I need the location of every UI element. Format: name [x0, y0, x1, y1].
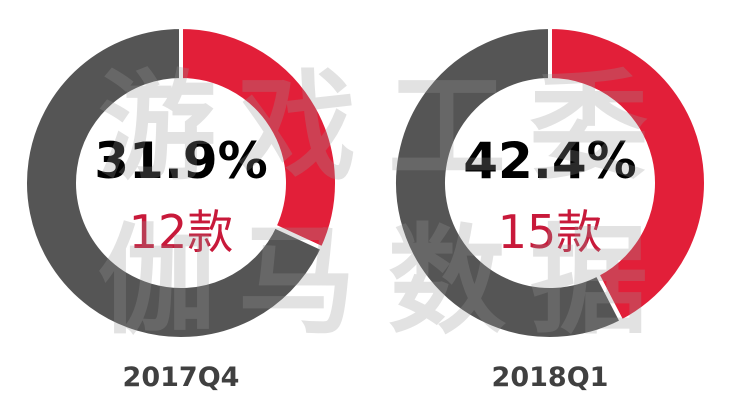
donut-slice-2017Q4-remainder — [23, 24, 326, 341]
donut-chart-2017q4: 31.9% 12款 2017Q4 — [23, 24, 339, 393]
period-label-2018q1: 2018Q1 — [492, 362, 609, 393]
donut-slice-2018Q1-highlight — [548, 24, 708, 325]
count-label-2018q1: 15款 — [498, 205, 603, 259]
period-label-2017q4: 2017Q4 — [123, 362, 240, 393]
count-label-2017q4: 12款 — [129, 205, 234, 259]
percent-label-2017q4: 31.9% — [94, 132, 267, 190]
donut-slice-2018Q1-remainder — [392, 24, 625, 341]
percent-label-2018q1: 42.4% — [463, 132, 636, 190]
donut-slice-2017Q4-highlight — [179, 24, 339, 252]
donut-chart-2018q1: 42.4% 15款 2018Q1 — [392, 24, 708, 393]
